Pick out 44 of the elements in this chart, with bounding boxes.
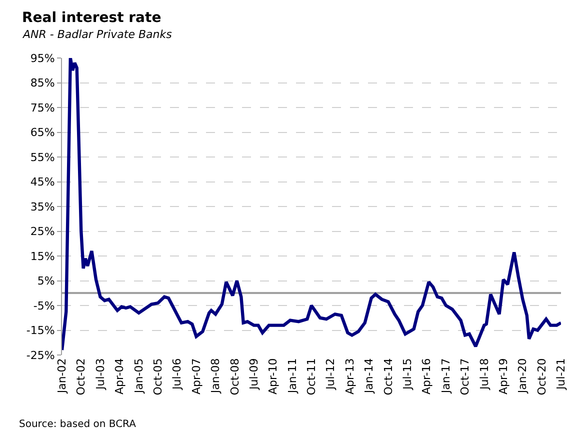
y-tick-label: 45% [30,176,55,189]
x-tick-label: Jul-12 [324,358,338,390]
y-tick-label: -5% [33,299,55,312]
x-tick-label: Jan-17 [440,358,453,394]
line-series [62,58,561,352]
x-tick-label: Jan-11 [286,358,299,394]
x-tick-label: Apr-19 [496,358,510,394]
x-tick-label: Oct-20 [535,358,548,396]
x-tick-label: Oct-17 [458,358,472,396]
x-tick-label: Oct-11 [305,358,318,396]
x-tick-label: Oct-08 [228,358,242,396]
y-tick-label: 55% [30,150,55,164]
x-tick-label: Apr-07 [190,358,203,394]
x-tick-label: Apr-13 [343,358,356,394]
x-tick-label: Jul-03 [94,358,107,390]
y-tick-label: 25% [30,225,55,238]
x-tick-label: Jul-21 [554,358,568,390]
x-tick-label: Jan-20 [516,358,530,394]
x-tick-label: Jul-18 [478,358,491,390]
x-tick-label: Oct-05 [152,358,165,396]
x-tick-label: Jan-08 [209,358,222,394]
y-tick-label: -15% [26,324,55,338]
y-tick-label: 5% [37,274,55,288]
x-tick-label: Oct-02 [74,358,88,396]
y-tick-label: 75% [30,101,55,114]
x-tick-label: Apr-04 [113,358,126,394]
x-tick-label: Jan-14 [362,358,376,394]
y-tick-label: 65% [30,126,55,140]
chart-title: Real interest rate [22,10,162,26]
x-tick-label: Jul-09 [247,358,260,390]
x-tick-label: Apr-10 [266,358,280,394]
x-tick-label: Oct-14 [382,358,395,396]
y-tick-label: -25% [26,348,55,362]
x-tick-label: Jan-02 [56,358,69,394]
x-tick-label: Jul-06 [170,358,184,390]
x-tick-label: Jan-05 [132,358,146,394]
y-tick-label: 15% [30,250,55,263]
x-tick-label: Apr-16 [420,358,434,394]
x-tick-label: Jul-15 [400,358,414,390]
source-note: Source: based on BCRA [19,419,136,430]
y-tick-label: 95% [30,52,55,65]
y-tick-label: 35% [30,200,55,214]
y-tick-label: 85% [30,76,55,90]
chart-subtitle: ANR - Badlar Private Banks [22,28,172,41]
